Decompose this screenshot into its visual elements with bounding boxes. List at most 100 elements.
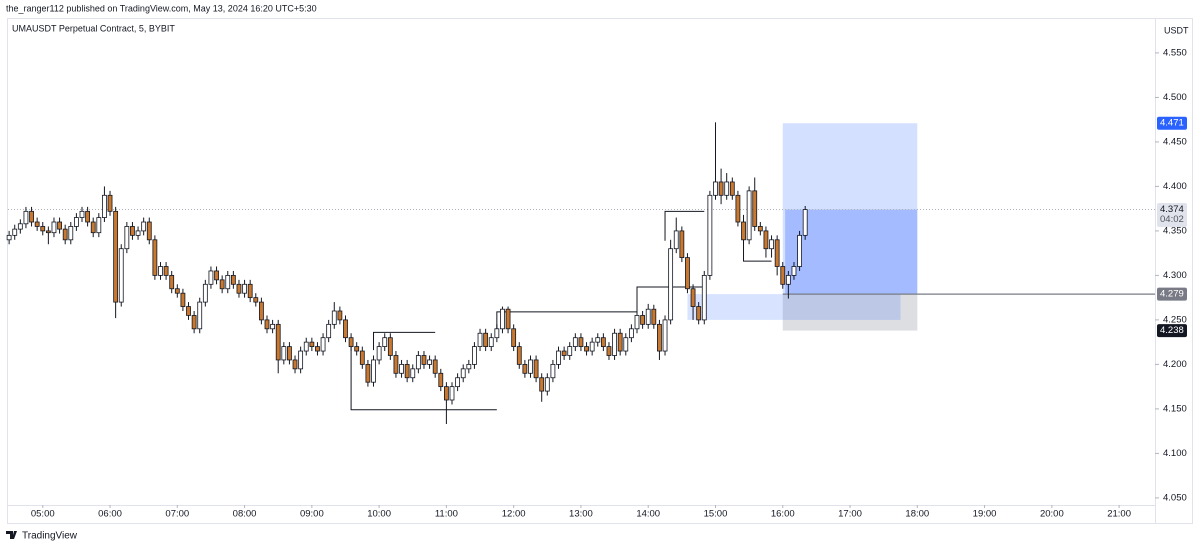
candle-body bbox=[595, 337, 601, 343]
y-tick-label: 4.500 bbox=[1163, 92, 1187, 103]
candle-body bbox=[17, 223, 23, 230]
candle-body bbox=[130, 226, 135, 236]
candle bbox=[802, 205, 808, 240]
candle-body bbox=[415, 355, 421, 370]
candle bbox=[505, 306, 511, 334]
candle bbox=[225, 270, 231, 294]
candle bbox=[12, 224, 18, 240]
candle-body bbox=[802, 209, 808, 236]
candle-body bbox=[113, 210, 119, 303]
candle bbox=[163, 262, 169, 280]
candle bbox=[387, 333, 393, 360]
x-tick-label: 20:00 bbox=[1040, 509, 1064, 520]
candle-body bbox=[763, 230, 769, 250]
candle bbox=[544, 373, 550, 396]
candle-body bbox=[180, 292, 186, 307]
candle bbox=[483, 328, 489, 352]
structure-level bbox=[664, 210, 705, 241]
candle-body bbox=[500, 308, 505, 330]
candle-body bbox=[118, 248, 124, 303]
candle-body bbox=[40, 226, 46, 232]
candle-body bbox=[102, 194, 107, 218]
candle bbox=[191, 311, 197, 334]
y-tick-label: 4.350 bbox=[1163, 225, 1187, 236]
candle bbox=[45, 226, 51, 245]
candle-body bbox=[158, 266, 163, 276]
candle-body bbox=[6, 234, 12, 241]
structure-level bbox=[373, 331, 436, 351]
candle-body bbox=[354, 346, 360, 352]
candle-body bbox=[785, 275, 791, 285]
candle bbox=[135, 226, 141, 240]
candle bbox=[679, 226, 685, 263]
candle-body bbox=[163, 266, 169, 276]
candle-body bbox=[690, 288, 696, 307]
candle bbox=[186, 302, 191, 320]
candle-body bbox=[371, 359, 376, 383]
candle bbox=[421, 351, 427, 369]
candle bbox=[158, 262, 163, 280]
candle bbox=[208, 266, 214, 289]
candle bbox=[612, 328, 617, 360]
candle bbox=[130, 222, 135, 240]
x-tick-label: 06:00 bbox=[98, 509, 122, 520]
candle bbox=[118, 244, 124, 307]
candle-body bbox=[623, 337, 629, 352]
candle-body bbox=[191, 315, 197, 330]
candle bbox=[141, 217, 147, 236]
candle-body bbox=[174, 288, 180, 294]
candle-body bbox=[186, 306, 191, 316]
candle-body bbox=[393, 355, 399, 374]
candle-body bbox=[584, 346, 589, 352]
candle-body bbox=[494, 328, 500, 339]
candle bbox=[657, 319, 662, 360]
candle bbox=[376, 342, 382, 365]
candle bbox=[757, 222, 763, 236]
candle bbox=[40, 222, 46, 236]
candle bbox=[247, 279, 253, 303]
candle bbox=[404, 359, 410, 383]
candle-body bbox=[152, 239, 158, 276]
candle-body bbox=[774, 239, 780, 267]
candle-body bbox=[29, 210, 34, 223]
candle bbox=[589, 337, 595, 356]
candle-body bbox=[410, 368, 416, 379]
candle-body bbox=[292, 359, 298, 370]
candle bbox=[51, 217, 57, 238]
candle bbox=[584, 342, 589, 356]
candle-body bbox=[107, 194, 113, 212]
candle bbox=[572, 333, 578, 352]
candle bbox=[315, 342, 320, 356]
candle bbox=[124, 222, 130, 254]
candle-body bbox=[780, 266, 786, 285]
candle bbox=[107, 190, 113, 216]
candle bbox=[57, 217, 62, 234]
candle bbox=[264, 315, 270, 334]
candle-body bbox=[343, 319, 348, 339]
candle bbox=[23, 206, 29, 229]
candle bbox=[769, 235, 774, 258]
candle-body bbox=[247, 283, 253, 299]
candle-body bbox=[696, 306, 702, 321]
pane-border bbox=[7, 18, 1193, 524]
candle bbox=[169, 270, 175, 294]
candle-body bbox=[309, 341, 315, 347]
candle bbox=[763, 226, 769, 258]
candle-body bbox=[477, 332, 483, 347]
y-tick-label: 4.300 bbox=[1163, 270, 1187, 281]
candle bbox=[567, 342, 573, 360]
candle bbox=[180, 288, 186, 311]
candle bbox=[774, 235, 780, 276]
candle-body bbox=[287, 346, 292, 361]
candle bbox=[230, 270, 236, 289]
candle-body bbox=[124, 226, 130, 250]
candle bbox=[410, 364, 416, 383]
candle bbox=[399, 359, 404, 378]
candle bbox=[90, 217, 96, 238]
x-tick-label: 12:00 bbox=[502, 509, 526, 520]
candle bbox=[673, 217, 679, 254]
candle-body bbox=[146, 221, 152, 241]
candle bbox=[354, 342, 360, 356]
